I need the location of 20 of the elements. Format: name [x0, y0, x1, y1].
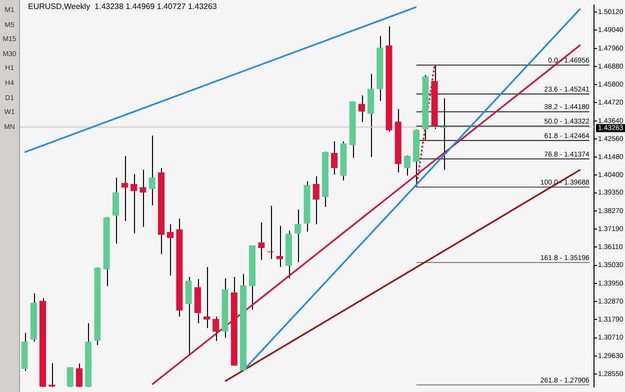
candlestick — [294, 209, 302, 263]
candlestick — [148, 135, 156, 206]
candlestick — [167, 224, 174, 276]
candlestick — [276, 225, 283, 268]
candlestick — [212, 316, 220, 342]
candlestick — [331, 140, 338, 176]
candlestick — [194, 278, 201, 324]
candlestick — [312, 176, 320, 225]
candlestick — [112, 177, 119, 244]
candlestick — [367, 74, 374, 158]
candlestick — [185, 276, 192, 356]
candlestick — [130, 174, 138, 234]
candlestick — [76, 363, 83, 388]
candlestick — [358, 94, 365, 122]
candlestick — [258, 222, 265, 260]
candlestick — [66, 367, 74, 388]
candlestick — [404, 155, 411, 176]
candlestick — [121, 156, 128, 222]
chart-title: EURUSD,Weekly 1.43238 1.44969 1.40727 1.43263 — [28, 2, 218, 12]
candlestick — [140, 169, 146, 228]
